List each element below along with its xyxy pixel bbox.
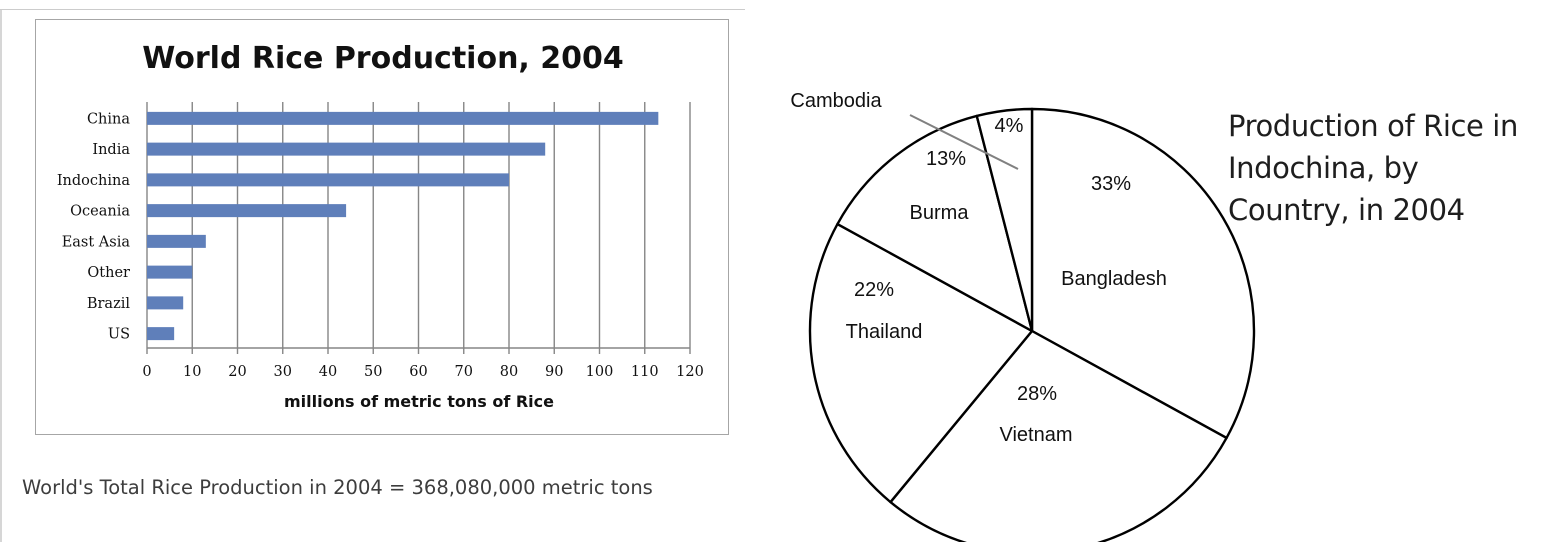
x-tick-label: 20 <box>228 364 246 380</box>
pie-percent-label: 22% <box>854 279 894 301</box>
page-top-border <box>0 9 745 10</box>
x-axis-label: millions of metric tons of Rice <box>284 392 554 411</box>
x-tick-label: 30 <box>274 364 292 380</box>
cambodia-leader-line <box>909 114 1019 170</box>
pie-slice <box>808 222 1034 504</box>
pie-percent-label: 13% <box>926 148 966 170</box>
category-label: East Asia <box>62 234 131 250</box>
x-tick-label: 100 <box>586 364 614 380</box>
pie-slice <box>975 107 1034 333</box>
category-label: China <box>87 111 130 127</box>
category-label: Oceania <box>70 204 130 220</box>
pie-percent-label: 4% <box>995 115 1024 137</box>
bar <box>147 142 546 156</box>
pie-slice-name: Bangladesh <box>1061 268 1167 290</box>
x-tick-label: 90 <box>545 364 563 380</box>
pie-slice-name: Burma <box>910 202 970 224</box>
category-label: India <box>92 142 130 158</box>
pie-chart: 33% Bangladesh 28% Vietnam 22% Thailand 13% Bur… <box>790 90 1256 542</box>
bar-chart-panel: World Rice Production, 2004 millions of … <box>35 19 729 435</box>
pie-chart-title: Production of Rice in Indochina, by Coun… <box>1228 109 1518 227</box>
page-left-border <box>0 10 2 542</box>
bar <box>147 111 659 125</box>
category-label: Other <box>87 265 130 281</box>
x-tick-label: 120 <box>676 364 704 380</box>
bar <box>147 173 509 187</box>
x-tick-label: 80 <box>500 364 518 380</box>
pie-slice-name: Vietnam <box>999 424 1072 446</box>
pie-slice-name: Cambodia <box>790 90 882 112</box>
x-tick-label: 60 <box>409 364 427 380</box>
pie-slice <box>1030 107 1256 440</box>
category-label: US <box>108 327 130 343</box>
category-label: Brazil <box>87 296 131 312</box>
pie-slice <box>836 114 1034 333</box>
category-label: Indochina <box>57 173 131 189</box>
bar <box>147 296 184 310</box>
bar-chart-title: World Rice Production, 2004 <box>142 41 624 76</box>
x-tick-label: 10 <box>183 364 201 380</box>
x-tick-label: 70 <box>455 364 473 380</box>
pie-percent-label: 28% <box>1017 383 1057 405</box>
x-tick-label: 110 <box>631 364 659 380</box>
pie-percent-label: 33% <box>1091 173 1131 195</box>
total-production-note: World's Total Rice Production in 2004 = … <box>22 476 653 499</box>
pie-slice <box>889 329 1228 542</box>
bar-chart: World Rice Production, 2004 millions of … <box>57 41 704 411</box>
bar <box>147 204 347 218</box>
bar <box>147 265 193 279</box>
pie-slice-name: Thailand <box>846 321 923 343</box>
bar <box>147 234 206 248</box>
x-tick-label: 0 <box>142 364 151 380</box>
bar <box>147 327 175 341</box>
x-tick-label: 50 <box>364 364 382 380</box>
x-tick-label: 40 <box>319 364 337 380</box>
